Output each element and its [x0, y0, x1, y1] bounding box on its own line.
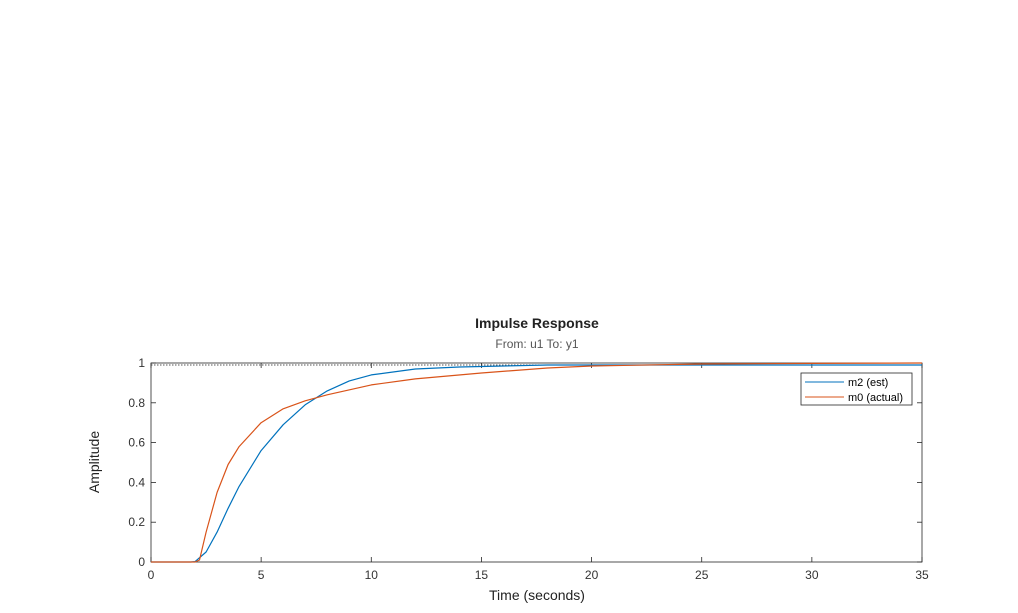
legend-box: [800, 372, 913, 406]
legend-label-m2: m2 (est): [848, 377, 888, 389]
y-tick-label: 0.2: [128, 515, 145, 529]
x-tick-label: 35: [915, 568, 929, 582]
x-tick-label: 10: [365, 568, 379, 582]
x-tick-label: 15: [475, 568, 489, 582]
chart-subtitle: From: u1 To: y1: [495, 337, 578, 351]
y-tick-label: 0.4: [128, 475, 145, 489]
y-tick-label: 1: [138, 356, 145, 370]
x-tick-label: 20: [585, 568, 599, 582]
legend[interactable]: m2 (est) m0 (actual): [800, 372, 913, 406]
y-axis-label: Amplitude: [86, 431, 102, 493]
x-tick-label: 0: [148, 568, 155, 582]
x-tick-label: 30: [805, 568, 819, 582]
axis-ticks: 0 5 10 15 20 25 30 35 0 0.2 0.4 0.6 0.8 1: [128, 356, 929, 582]
series-line-m2-est: [151, 364, 922, 563]
legend-label-m0: m0 (actual): [848, 392, 903, 404]
y-tick-label: 0.6: [128, 436, 145, 450]
y-tick-label: 0: [138, 555, 145, 569]
y-tick-label: 0.8: [128, 396, 145, 410]
series-line-m0-actual: [151, 362, 923, 563]
plot-area: [150, 362, 923, 563]
x-tick-label: 25: [695, 568, 709, 582]
x-axis-label: Time (seconds): [489, 587, 585, 603]
series-lines: [151, 362, 923, 563]
chart-title: Impulse Response: [475, 315, 599, 331]
x-tick-label: 5: [258, 568, 265, 582]
